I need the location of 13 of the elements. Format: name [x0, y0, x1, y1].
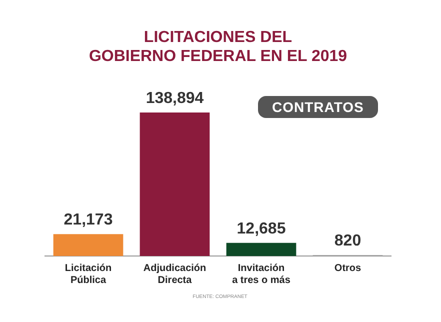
x-tick-label: Invitación a tres o más — [232, 262, 291, 286]
bar — [226, 242, 296, 256]
x-tick-label: Adjudicación Directa — [143, 262, 206, 286]
x-tick-label: Licitación Pública — [64, 262, 112, 286]
data-label: 21,173 — [64, 212, 113, 229]
data-label: 820 — [334, 232, 362, 250]
data-label: 12,685 — [236, 220, 286, 238]
bar — [140, 112, 210, 256]
data-label: 138,894 — [146, 90, 204, 107]
x-tick-label: Otros — [334, 262, 362, 274]
bar — [53, 234, 124, 256]
label-badge: CONTRATOS — [258, 96, 378, 118]
chart-title: LICITACIONES DEL GOBIERNO FEDERAL EN EL 2019 — [88, 29, 348, 66]
